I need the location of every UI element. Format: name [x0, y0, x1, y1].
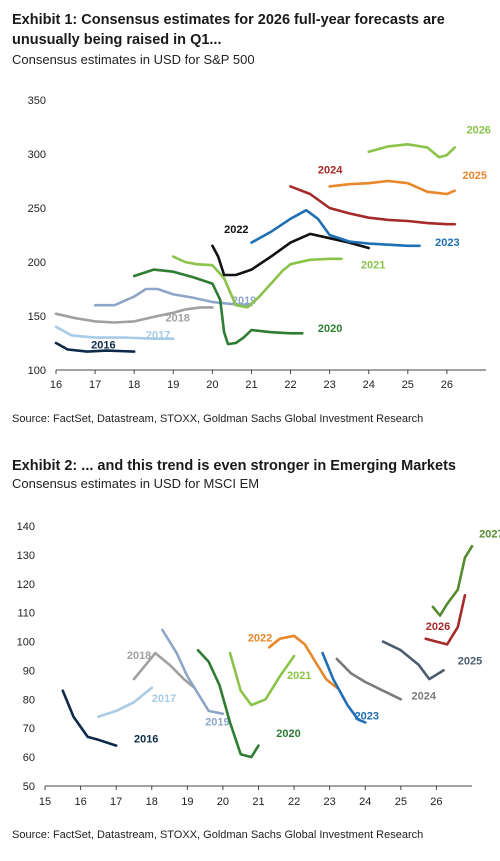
x-tick-label: 18: [146, 796, 158, 808]
series-label-2025: 2025: [458, 656, 482, 668]
y-tick-label: 350: [28, 95, 46, 107]
x-tick-label: 25: [402, 379, 414, 391]
series-line-2022: [211, 232, 370, 277]
series-label-2017: 2017: [152, 693, 176, 705]
x-tick-label: 26: [441, 379, 453, 391]
series-label-2018: 2018: [127, 650, 151, 662]
y-tick-label: 60: [23, 752, 35, 764]
series-line-2025: [381, 640, 445, 681]
x-tick-label: 19: [167, 379, 179, 391]
series-line-2021: [172, 255, 343, 309]
series-label-2022: 2022: [248, 633, 272, 645]
x-tick-label: 24: [363, 379, 375, 391]
series-label-2023: 2023: [435, 237, 459, 249]
y-tick-label: 100: [28, 365, 46, 377]
series-line-2019: [93, 287, 253, 307]
x-tick-label: 24: [359, 796, 371, 808]
series-line-2017: [97, 686, 154, 718]
x-tick-label: 22: [288, 796, 300, 808]
y-tick-label: 200: [28, 257, 46, 269]
series-line-2024: [335, 657, 403, 701]
series-label-2018: 2018: [165, 312, 189, 324]
series-label-2023: 2023: [355, 711, 379, 723]
x-tick-label: 21: [245, 379, 257, 391]
series-line-2020: [132, 268, 304, 346]
y-tick-label: 300: [28, 149, 46, 161]
series-line-2016: [54, 341, 136, 353]
y-tick-label: 250: [28, 203, 46, 215]
y-tick-label: 120: [17, 579, 35, 591]
series-label-2021: 2021: [361, 259, 385, 271]
exhibit-1: Exhibit 1: Consensus estimates for 2026 …: [0, 0, 500, 430]
exhibit-2-subtitle: Consensus estimates in USD for MSCI EM: [12, 476, 260, 491]
y-tick-label: 100: [17, 637, 35, 649]
x-tick-label: 22: [284, 379, 296, 391]
y-tick-label: 150: [28, 311, 46, 323]
series-label-2020: 2020: [318, 323, 342, 335]
series-label-2025: 2025: [463, 170, 487, 182]
exhibit-1-subtitle: Consensus estimates in USD for S&P 500: [12, 52, 255, 67]
exhibit-1-source: Source: FactSet, Datastream, STOXX, Gold…: [12, 413, 424, 425]
series-line-2022: [267, 634, 339, 690]
series-label-2024: 2024: [412, 690, 437, 702]
x-tick-label: 20: [206, 379, 218, 391]
series-label-2019: 2019: [205, 716, 229, 728]
series-label-2021: 2021: [287, 670, 311, 682]
x-tick-label: 19: [181, 796, 193, 808]
series-label-2020: 2020: [276, 728, 300, 740]
series-line-2018: [132, 651, 196, 690]
exhibit-2-title: Exhibit 2: ... and this trend is even st…: [12, 458, 456, 474]
series-label-2027: 2027: [479, 529, 500, 541]
y-tick-label: 50: [23, 781, 35, 793]
series-line-2021: [228, 651, 296, 707]
x-tick-label: 17: [110, 796, 122, 808]
series-label-2016: 2016: [134, 734, 158, 746]
series-line-2027: [431, 544, 474, 617]
y-tick-label: 130: [17, 550, 35, 562]
series-line-2023: [250, 208, 421, 248]
series-line-2026: [367, 143, 456, 159]
series-label-2026: 2026: [466, 124, 490, 136]
series-line-2018: [54, 306, 214, 324]
series-label-2022: 2022: [224, 224, 248, 236]
x-tick-label: 18: [128, 379, 140, 391]
y-tick-label: 140: [17, 521, 35, 533]
x-tick-label: 17: [89, 379, 101, 391]
series-line-2023: [321, 651, 367, 724]
series-line-2016: [61, 689, 118, 747]
series-label-2016: 2016: [91, 339, 115, 351]
series-line-2019: [161, 628, 225, 716]
series-line-2024: [289, 185, 456, 226]
exhibit-2: Exhibit 2: ... and this trend is even st…: [0, 448, 500, 861]
series-label-2026: 2026: [426, 621, 450, 633]
x-tick-label: 23: [324, 379, 336, 391]
y-tick-label: 80: [23, 694, 35, 706]
series-line-2025: [328, 179, 456, 196]
series-label-2017: 2017: [146, 330, 170, 342]
x-tick-label: 26: [430, 796, 442, 808]
x-tick-label: 21: [252, 796, 264, 808]
x-tick-label: 20: [217, 796, 229, 808]
y-tick-label: 90: [23, 665, 35, 677]
x-tick-label: 15: [39, 796, 51, 808]
series-label-2024: 2024: [318, 164, 343, 176]
series-line-2020: [196, 648, 260, 759]
x-tick-label: 23: [324, 796, 336, 808]
series-line-2017: [54, 325, 175, 340]
x-tick-label: 25: [395, 796, 407, 808]
y-tick-label: 70: [23, 723, 35, 735]
x-tick-label: 16: [50, 379, 62, 391]
x-tick-label: 16: [74, 796, 86, 808]
y-tick-label: 110: [17, 608, 35, 620]
series-line-2026: [424, 594, 467, 646]
exhibit-1-title: Exhibit 1: Consensus estimates for 2026 …: [12, 12, 445, 48]
exhibit-2-source: Source: FactSet, Datastream, STOXX, Gold…: [12, 829, 424, 841]
